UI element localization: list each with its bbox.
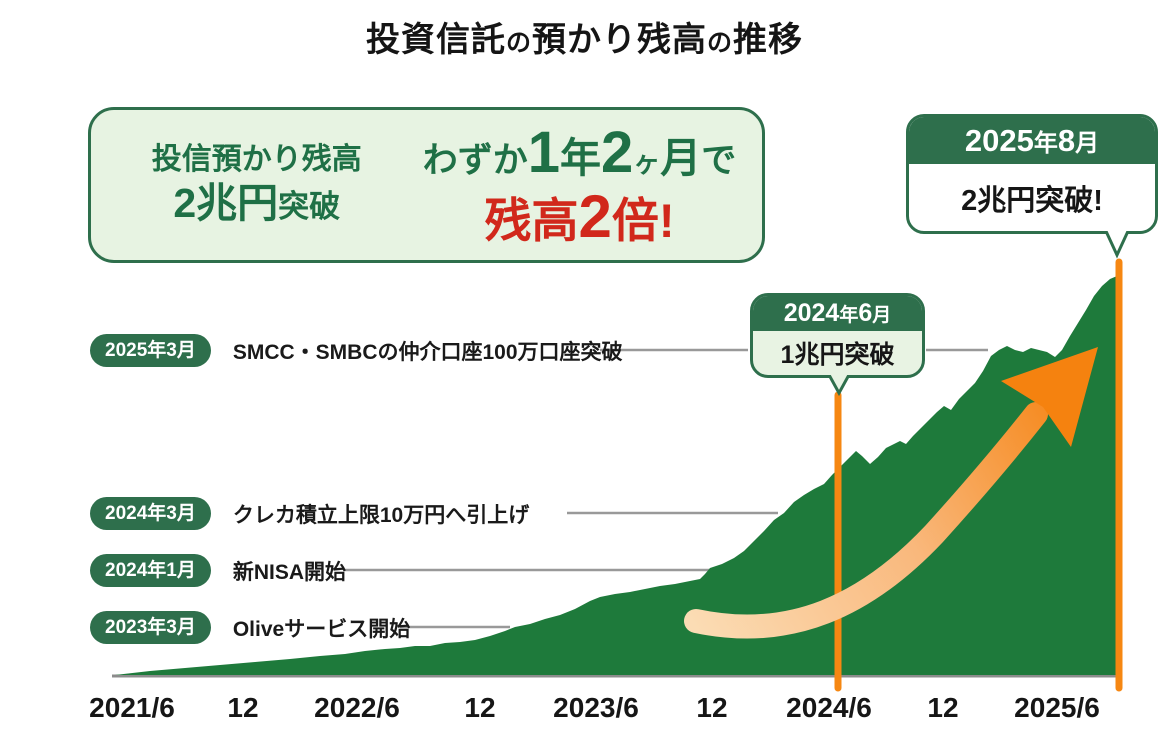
bubble-2025-tail (1104, 231, 1130, 259)
event-row-2024-03: 2024年3月 クレカ積立上限10万円へ引上げ (90, 497, 529, 530)
callout-right-block: わずか1年2ヶ月で 残高2倍! (423, 119, 737, 251)
title-segment: 推移 (733, 21, 804, 59)
bubble-2024-header: 2024 年 6 月 (753, 296, 922, 331)
x-tick-label: 12 (227, 692, 259, 723)
x-tick-label: 12 (927, 692, 959, 723)
bubble-2024-tail (827, 375, 851, 397)
growth-arrow-shaft (684, 402, 1048, 639)
title-segment: の (505, 29, 532, 57)
callout-2trillion-label: 2兆円突破 (173, 180, 341, 227)
event-date-badge: 2023年3月 (90, 611, 211, 644)
callout-duration-line: わずか1年2ヶ月で (422, 120, 737, 185)
annotation-bubble-2025-08: 2025 年 8 月 2兆円突破! (906, 114, 1158, 234)
bubble-2025-header: 2025 年 8 月 (909, 117, 1155, 164)
event-label: クレカ積立上限10万円へ引上げ (232, 503, 530, 527)
title-segment: 投資信託 (365, 21, 506, 59)
x-tick-label: 2024/6 (786, 692, 872, 723)
title-segment: 預かり残高 (532, 21, 707, 59)
x-tick-label: 2025/6 (1014, 692, 1100, 723)
event-row-2023-03: 2023年3月 Oliveサービス開始 (90, 611, 410, 644)
event-label: 新NISA開始 (232, 560, 347, 584)
x-tick-label: 2021/6 (89, 692, 175, 723)
event-date-badge: 2024年3月 (90, 497, 211, 530)
event-row-2025-03: 2025年3月 SMCC・SMBCの仲介口座100万口座突破 (90, 334, 623, 367)
event-date-badge: 2025年3月 (90, 334, 211, 367)
event-label: SMCC・SMBCの仲介口座100万口座突破 (232, 340, 623, 364)
callout-balance-label: 投信預かり残高 (151, 142, 362, 176)
event-date-badge: 2024年1月 (90, 554, 211, 587)
page-title: 投資信託の預かり残高の推移 (0, 12, 1169, 61)
bubble-2024-body: 1兆円突破 (780, 341, 895, 369)
event-label: Oliveサービス開始 (232, 617, 411, 641)
x-tick-label: 2023/6 (553, 692, 639, 723)
x-tick-label: 12 (464, 692, 496, 723)
event-row-2024-01: 2024年1月 新NISA開始 (90, 554, 346, 587)
bubble-2025-body: 2兆円突破! (961, 184, 1103, 217)
callout-left-block: 投信預かり残高 2兆円突破 (117, 141, 397, 230)
growth-arrow-head (1001, 347, 1098, 447)
x-tick-label: 12 (696, 692, 728, 723)
title-segment: の (707, 29, 734, 57)
highlight-callout: 投信預かり残高 2兆円突破 わずか1年2ヶ月で 残高2倍! (88, 107, 765, 263)
x-tick-label: 2022/6 (314, 692, 400, 723)
callout-doubled-line: 残高2倍! (484, 183, 675, 250)
annotation-bubble-2024-06: 2024 年 6 月 1兆円突破 (750, 293, 925, 378)
